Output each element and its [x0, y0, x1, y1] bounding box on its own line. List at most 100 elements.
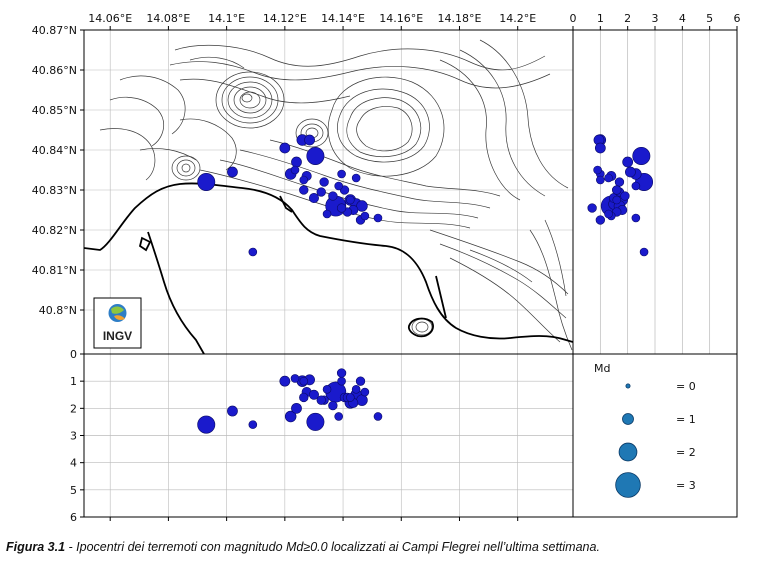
lat-depth-point [593, 165, 602, 175]
lon-depth-point [337, 376, 346, 386]
bottom-tick-label: 5 [70, 484, 77, 497]
epicenter-point [290, 165, 300, 175]
epicenter-point [308, 192, 319, 204]
caption-text: - Ipocentri dei terremoti con magnitudo … [65, 540, 600, 554]
lon-depth-point [308, 389, 319, 400]
right-tick-label: 4 [679, 12, 686, 25]
bottom-panel-depth-ticks: 1 2 3 4 5 6 0 [70, 348, 519, 524]
lat-depth-point [594, 142, 606, 154]
right-tick-label: 2 [624, 12, 631, 25]
epicenter-point [334, 181, 343, 191]
epicenter-point [356, 200, 368, 212]
bottom-tick-label: 6 [70, 511, 77, 524]
epicenter-point [291, 156, 302, 168]
right-tick-label: 0 [570, 12, 577, 25]
lon-depth-point [299, 392, 309, 403]
lon-depth-point [322, 385, 332, 394]
bottom-tick-label: 3 [70, 430, 77, 443]
lon-depth-point [373, 412, 383, 421]
lat-tick-label: 40.85°N [32, 104, 77, 117]
lon-depth-point [351, 385, 361, 394]
epicenter-map: 14.06°E 14.08°E 14.1°E 14.12°E 14.14°E 14.16°… [32, 12, 574, 355]
lat-depth-point [596, 175, 605, 185]
caption-label: Figura 3.1 [6, 540, 66, 554]
lon-tick-label: 14.12°E [263, 12, 307, 25]
lon-depth-point [316, 395, 326, 405]
epicenter-point [299, 175, 309, 185]
lon-tick-label: 14.1°E [208, 12, 245, 25]
lat-tick-label: 40.81°N [32, 264, 77, 277]
lon-depth-point [227, 405, 238, 417]
epicenter-point [373, 213, 383, 223]
lon-depth-point [334, 412, 343, 421]
lon-depth-point [197, 415, 216, 434]
bottom-panel-grid [84, 353, 573, 518]
legend-title: Md [594, 362, 610, 375]
epicenter-point [351, 173, 361, 183]
epicenter-point [304, 134, 315, 146]
lon-tick-label: 14.2°E [499, 12, 536, 25]
bottom-tick-label: 0 [70, 348, 77, 361]
lon-depth-point [299, 376, 309, 386]
epicenter-point [316, 187, 326, 197]
magnitude-legend: Md = 0 = 1 = 2 = 3 [572, 353, 738, 518]
epicenter-point [248, 247, 258, 257]
lat-depth-point [631, 213, 641, 223]
epicenter-point [346, 195, 355, 205]
lat-depth-point [632, 147, 651, 165]
lon-depth-point [346, 393, 355, 402]
epicenter-point [197, 173, 216, 191]
legend-symbol [625, 383, 631, 389]
lat-depth-point [604, 209, 613, 219]
lon-depth-point [360, 387, 370, 397]
epicenter-point [227, 166, 238, 178]
lat-tick-label: 40.87°N [32, 24, 77, 37]
lon-depth-point [284, 410, 297, 423]
figure-caption: Figura 3.1 - Ipocentri dei terremoti con… [6, 540, 766, 554]
epicenter-point [360, 211, 370, 221]
lat-depth-point [631, 181, 641, 191]
right-panel-hypocenters [587, 134, 654, 257]
lat-depth-panel: 0 1 2 3 4 5 6 [570, 12, 741, 355]
epicenter-point [336, 203, 347, 213]
right-panel-depth-ticks: 0 1 2 3 4 5 6 [570, 12, 741, 30]
lon-depth-panel: 1 2 3 4 5 6 0 [70, 348, 574, 524]
lat-tick-label: 40.82°N [32, 224, 77, 237]
lon-tick-label: 14.18°E [438, 12, 482, 25]
lat-depth-point [625, 166, 636, 178]
right-tick-label: 1 [597, 12, 604, 25]
lat-depth-point [614, 177, 625, 187]
legend-label: = 0 [676, 380, 696, 393]
lon-tick-label: 14.16°E [379, 12, 423, 25]
epicenter-point [322, 209, 332, 219]
epicenter-point [319, 177, 329, 187]
legend-symbol [618, 442, 638, 462]
lat-tick-label: 40.84°N [32, 144, 77, 157]
epicenter-point [328, 191, 338, 201]
seismicity-figure: 14.06°E 14.08°E 14.1°E 14.12°E 14.14°E 14.16°… [32, 12, 741, 524]
lat-depth-point [622, 156, 634, 168]
lon-tick-label: 14.08°E [146, 12, 190, 25]
lon-depth-point [290, 374, 300, 383]
lon-depth-point [328, 400, 338, 411]
bottom-tick-label: 1 [70, 375, 77, 388]
legend-label: = 1 [676, 413, 696, 426]
epicenter-point [279, 142, 291, 154]
lon-depth-point [248, 420, 258, 429]
bottom-tick-label: 2 [70, 402, 77, 415]
logo-text: INGV [103, 329, 132, 343]
lat-depth-point [620, 191, 630, 201]
epicenter-point [299, 185, 309, 195]
legend-entries: = 0 = 1 = 2 = 3 [615, 380, 696, 498]
legend-label: = 2 [676, 446, 696, 459]
epicenters [197, 134, 383, 257]
lat-depth-point [612, 185, 622, 195]
lon-depth-point [306, 412, 325, 431]
legend-symbol [622, 413, 634, 425]
lat-depth-point [595, 215, 605, 225]
lat-tick-label: 40.8°N [39, 304, 77, 317]
lon-depth-point [291, 402, 302, 414]
contour-lines [99, 39, 573, 351]
coastline [84, 182, 573, 354]
lat-depth-point [612, 195, 622, 205]
